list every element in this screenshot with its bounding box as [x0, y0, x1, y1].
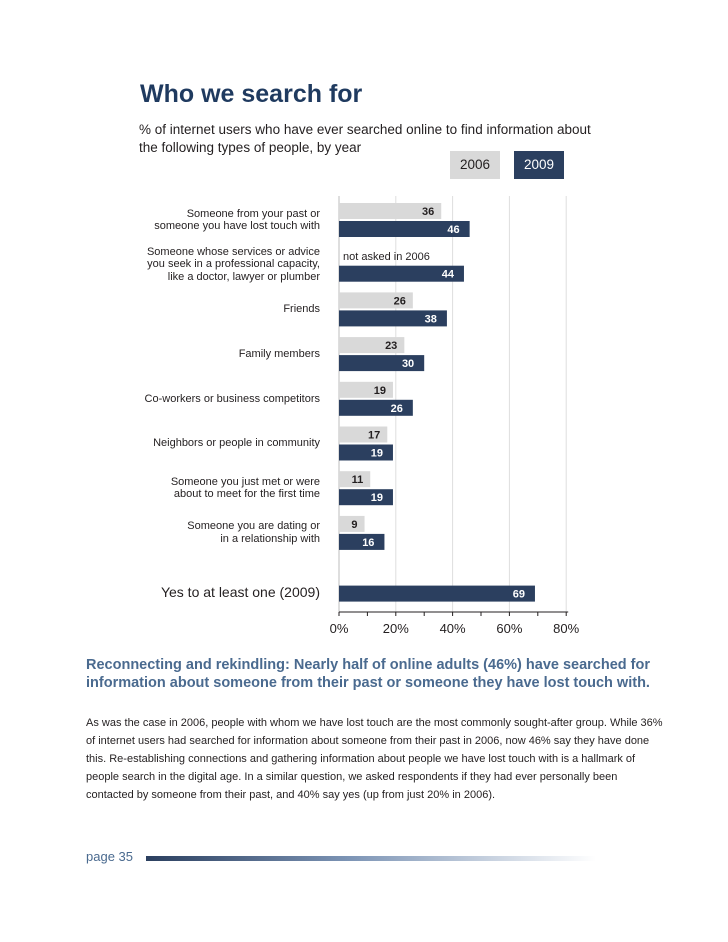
legend-2006: 2006: [450, 151, 500, 179]
category-label-3: Family members: [239, 348, 320, 361]
bar-2009-1: [339, 265, 464, 282]
chart-title: Who we search for: [140, 80, 363, 108]
x-tick-label-60: 60%: [496, 621, 522, 636]
bar-2009-5: [339, 444, 393, 461]
section-heading: Reconnecting and rekindling: Nearly half…: [86, 657, 651, 691]
category-label-8: Yes to at least one (2009): [160, 583, 320, 600]
category-label-1: Someone whose services or advice you seek…: [147, 246, 320, 284]
page-number: page 35: [86, 849, 133, 864]
bar-label-2006-5: 17: [368, 430, 380, 442]
bar-2009-2: [339, 310, 447, 327]
bar-2009-8: [339, 585, 535, 602]
chart-subtitle: % of internet users who have ever search…: [139, 122, 591, 155]
bar-label-2006-6: 11: [352, 474, 364, 486]
category-label-line: Yes to at least one (2009): [160, 583, 320, 600]
x-tick-label-20: 20%: [383, 621, 409, 636]
category-label-line: you seek in a professional capacity,: [147, 258, 320, 271]
category-label-7: Someone you are dating or in a relationsh…: [187, 520, 320, 545]
category-label-line: Neighbors or people in community: [153, 437, 320, 450]
bar-chart: 0% 20% 40% 60% 80% 36 46 44 26 38 23 30 19 26 17 19 11 19…: [330, 196, 580, 636]
bar-2006-7: [339, 515, 365, 532]
bar-2006-0: [339, 203, 442, 219]
x-tick-label-80: 80%: [553, 621, 579, 636]
category-label-line: Friends: [283, 303, 320, 316]
category-label-5: Neighbors or people in community: [153, 437, 320, 450]
category-label-line: like a doctor, lawyer or plumber: [167, 270, 320, 283]
footer-rule: [146, 856, 596, 861]
category-label-line: Someone from your past or: [186, 207, 320, 220]
bar-label-2009-6: 19: [371, 492, 383, 504]
bar-label-2009-8: 69: [513, 589, 525, 601]
bar-label-2009-2: 38: [425, 313, 437, 325]
bar-label-2006-0: 36: [422, 206, 434, 218]
bar-label-2006-7: 9: [351, 519, 357, 531]
category-label-2: Friends: [283, 303, 320, 316]
bar-2006-4: [339, 381, 393, 398]
category-label-line: Someone you are dating or: [187, 520, 320, 533]
bar-label-2009-5: 19: [371, 448, 383, 460]
bar-label-2009-0: 46: [447, 224, 459, 236]
category-label-line: Co-workers or business competitors: [144, 392, 320, 405]
bar-label-2009-4: 26: [391, 403, 403, 415]
category-label-0: Someone from your past or someone you hav…: [154, 208, 320, 233]
bar-2009-4: [339, 399, 413, 416]
bar-2009-7: [339, 533, 385, 550]
bar-label-2009-7: 16: [362, 537, 374, 549]
bar-label-2009-3: 30: [402, 358, 414, 370]
category-label-6: Someone you just met or were about to mee…: [171, 476, 320, 501]
x-tick-label-40: 40%: [440, 621, 466, 636]
category-label-line: Someone you just met or were: [170, 475, 320, 488]
bar-2009-6: [339, 489, 393, 506]
x-tick-label-0: 0%: [330, 621, 349, 636]
bar-2006-6: [339, 471, 371, 488]
category-label-line: someone you have lost touch with: [154, 220, 320, 232]
bar-label-2006-2: 26: [394, 295, 406, 307]
bar-label-2006-3: 23: [385, 340, 397, 352]
category-label-line: Family members: [238, 347, 320, 360]
bar-label-2006-4: 19: [374, 385, 386, 397]
bar-2009-3: [339, 355, 425, 372]
bar-2006-5: [339, 426, 388, 443]
bar-2009-0: [339, 221, 470, 237]
bar-2006-3: [339, 337, 405, 354]
bar-2006-2: [339, 292, 413, 309]
category-label-4: Co-workers or business competitors: [145, 393, 320, 406]
category-label-line: Someone whose services or advice: [146, 245, 320, 258]
not-asked-note: not asked in 2006: [343, 251, 430, 263]
category-label-line: about to meet for the first time: [173, 488, 320, 501]
bar-label-2009-1: 44: [442, 269, 455, 281]
body-paragraph: As was the case in 2006, people with who…: [86, 717, 663, 801]
category-label-line: in a relationship with: [220, 532, 320, 545]
legend-2009: 2009: [514, 151, 564, 179]
